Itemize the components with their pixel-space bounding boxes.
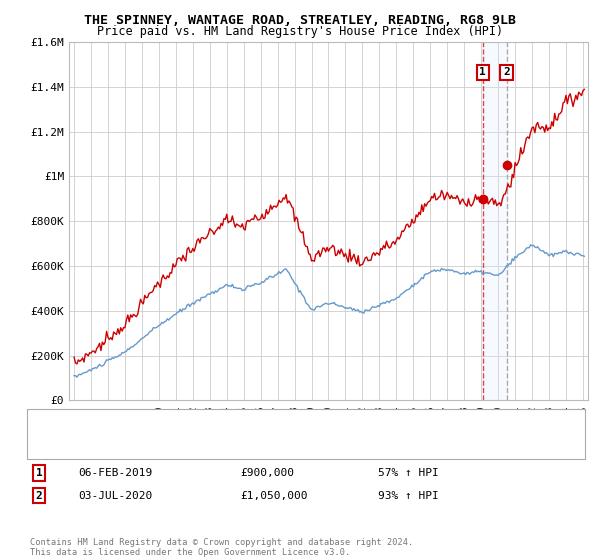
Text: Price paid vs. HM Land Registry's House Price Index (HPI): Price paid vs. HM Land Registry's House … [97,25,503,38]
Text: 06-FEB-2019: 06-FEB-2019 [78,468,152,478]
Bar [482,42,506,400]
Text: £900,000: £900,000 [240,468,294,478]
Text: 57% ↑ HPI: 57% ↑ HPI [378,468,439,478]
Text: 2: 2 [35,491,43,501]
Text: 1: 1 [479,67,486,77]
Text: 03-JUL-2020: 03-JUL-2020 [78,491,152,501]
Text: £1,050,000: £1,050,000 [240,491,308,501]
Text: HPI: Average price, detached house, West Berkshire: HPI: Average price, detached house, West… [81,439,375,449]
Text: THE SPINNEY, WANTAGE ROAD, STREATLEY, READING, RG8 9LB (detached house): THE SPINNEY, WANTAGE ROAD, STREATLEY, RE… [81,419,498,429]
Text: 93% ↑ HPI: 93% ↑ HPI [378,491,439,501]
Text: 2: 2 [503,67,510,77]
Text: Contains HM Land Registry data © Crown copyright and database right 2024.
This d: Contains HM Land Registry data © Crown c… [30,538,413,557]
Text: THE SPINNEY, WANTAGE ROAD, STREATLEY, READING, RG8 9LB: THE SPINNEY, WANTAGE ROAD, STREATLEY, RE… [84,14,516,27]
Text: 1: 1 [35,468,43,478]
